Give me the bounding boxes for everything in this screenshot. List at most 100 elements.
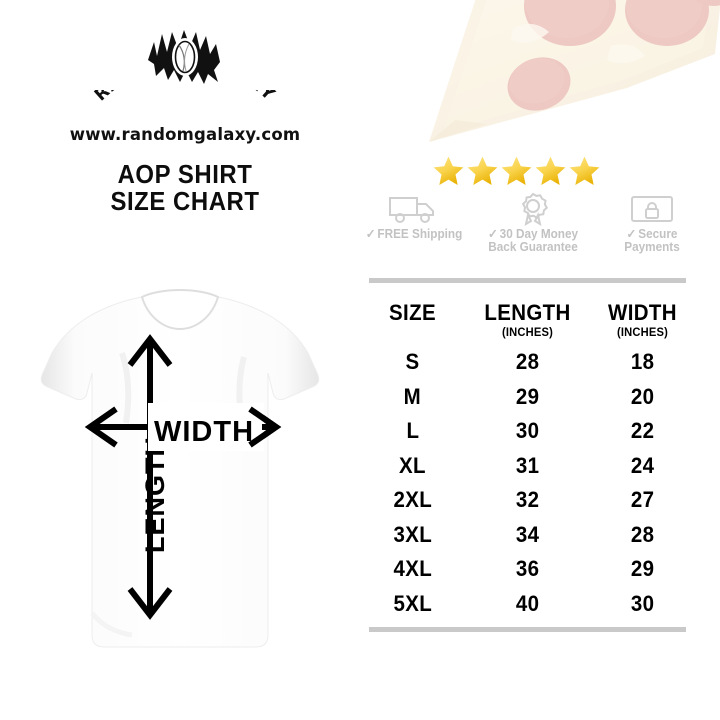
cell-width: 29: [585, 552, 700, 587]
star-icon: [568, 154, 601, 187]
cell-length-text: 30: [515, 418, 540, 443]
cell-width-text: 29: [630, 556, 655, 581]
badge-free-shipping: ✓ FREE Shipping: [358, 192, 470, 241]
check-icon: ✓: [365, 227, 376, 241]
star-icon: [534, 154, 567, 187]
column-header-length-sub: (INCHES): [501, 325, 554, 339]
cell-size: S: [355, 340, 470, 380]
star-rating: [432, 154, 601, 187]
cell-width-text: 27: [630, 487, 655, 512]
cell-size: 2XL: [355, 483, 470, 518]
column-header-width: WIDTH (INCHES): [585, 283, 700, 340]
cell-length: 28: [470, 340, 585, 380]
brand-url: www.randomgalaxy.com: [69, 125, 301, 144]
page-title: AOP SHIRT SIZE CHART: [15, 161, 355, 215]
badge-secure-payments-line1: Secure Payments: [624, 227, 680, 254]
column-header-size-sub: [359, 324, 466, 340]
cell-length-text: 36: [515, 556, 540, 581]
cell-size: M: [355, 380, 470, 415]
cell-size: XL: [355, 449, 470, 484]
badge-money-back-line2: Back Guarantee: [488, 240, 578, 254]
cell-width: 28: [585, 518, 700, 553]
tshirt-diagram: LENGTH WIDTH: [30, 283, 330, 673]
cell-size-text: 5XL: [393, 590, 432, 616]
cell-width-text: 18: [630, 349, 655, 374]
cell-length-text: 31: [515, 452, 540, 478]
cell-width-text: 30: [630, 590, 655, 616]
width-label: WIDTH: [154, 416, 254, 448]
cell-size-text: 2XL: [393, 487, 432, 512]
check-icon: ✓: [626, 227, 637, 241]
cell-width-text: 22: [630, 418, 655, 443]
tshirt-shape: [40, 288, 320, 648]
length-measure-arrow: [127, 334, 173, 620]
cell-width: 18: [585, 340, 700, 380]
badge-free-shipping-label: ✓ FREE Shipping: [361, 228, 466, 241]
size-table-panel: SIZE LENGTH (INCHES) WIDTH (INCHES) S: [355, 278, 700, 632]
cell-length: 36: [470, 552, 585, 587]
brand-header: RANDOM GALAXY www.randomgalaxy.com AOP S…: [0, 26, 370, 215]
brand-name-text: RANDOM GALAXY: [91, 90, 278, 105]
cell-size: 5XL: [355, 587, 470, 622]
table-top-rule: [369, 278, 686, 283]
cell-size-text: 4XL: [393, 556, 432, 581]
column-header-width-main: WIDTH: [608, 300, 677, 325]
badge-money-back-line1: 30 Day Money: [499, 227, 579, 241]
cell-width-text: 24: [630, 452, 655, 478]
cell-length: 40: [470, 587, 585, 622]
star-icon: [500, 154, 533, 187]
table-row: 4XL 36 29: [355, 552, 700, 587]
cell-size-text: S: [405, 349, 420, 374]
cell-length-text: 28: [515, 349, 540, 374]
cell-length: 29: [470, 380, 585, 415]
badge-secure-payments: ✓ Secure Payments: [596, 192, 708, 254]
column-header-size-main: SIZE: [389, 300, 436, 325]
star-icon: [466, 154, 499, 187]
column-header-width-sub: (INCHES): [616, 325, 669, 339]
cell-length-text: 40: [515, 590, 540, 616]
cell-size: 4XL: [355, 552, 470, 587]
cell-width: 20: [585, 380, 700, 415]
table-row: M 29 20: [355, 380, 700, 415]
table-row: XL 31 24: [355, 449, 700, 484]
cell-width: 24: [585, 449, 700, 484]
cell-size: 3XL: [355, 518, 470, 553]
length-label: LENGTH: [140, 436, 170, 553]
pizza-slice-image: [395, 0, 720, 152]
svg-text:RANDOM GALAXY: RANDOM GALAXY: [91, 90, 279, 105]
badge-money-back: ✓ 30 Day Money Back Guarantee: [477, 192, 589, 254]
size-table: SIZE LENGTH (INCHES) WIDTH (INCHES) S: [355, 283, 700, 621]
cell-size-text: M: [403, 383, 422, 409]
cell-length-text: 34: [515, 521, 540, 547]
page-title-line2: SIZE CHART: [110, 186, 260, 216]
page-title-line1: AOP SHIRT: [117, 159, 253, 189]
badge-free-shipping-line1: FREE Shipping: [377, 227, 463, 241]
table-bottom-rule: [369, 627, 686, 632]
cell-size-text: XL: [399, 452, 426, 478]
cell-length: 30: [470, 414, 585, 449]
cell-width: 22: [585, 414, 700, 449]
column-header-length-main: LENGTH: [484, 300, 571, 325]
table-row: 2XL 32 27: [355, 483, 700, 518]
cell-length: 32: [470, 483, 585, 518]
badge-money-back-label: ✓ 30 Day Money Back Guarantee: [480, 228, 585, 254]
star-icon: [432, 154, 465, 187]
cell-size: L: [355, 414, 470, 449]
cell-width-text: 20: [630, 383, 655, 409]
cell-length-text: 29: [515, 383, 540, 409]
trust-badges: ✓ FREE Shipping ✓ 30 Day Money Back Guaran…: [358, 192, 708, 254]
cell-size-text: 3XL: [393, 521, 432, 547]
badge-secure-payments-label: ✓ Secure Payments: [599, 228, 704, 254]
galaxy-eye-logo-icon: [142, 26, 228, 88]
award-rosette-icon: [477, 192, 589, 226]
cell-length: 31: [470, 449, 585, 484]
cell-size-text: L: [406, 418, 419, 443]
cell-length: 34: [470, 518, 585, 553]
brand-name-arc: RANDOM GALAXY: [75, 90, 295, 124]
table-header-row: SIZE LENGTH (INCHES) WIDTH (INCHES): [355, 283, 700, 340]
cell-width: 27: [585, 483, 700, 518]
check-icon: ✓: [487, 227, 498, 241]
table-row: 5XL 40 30: [355, 587, 700, 622]
table-row: S 28 18: [355, 340, 700, 380]
cell-length-text: 32: [515, 487, 540, 512]
